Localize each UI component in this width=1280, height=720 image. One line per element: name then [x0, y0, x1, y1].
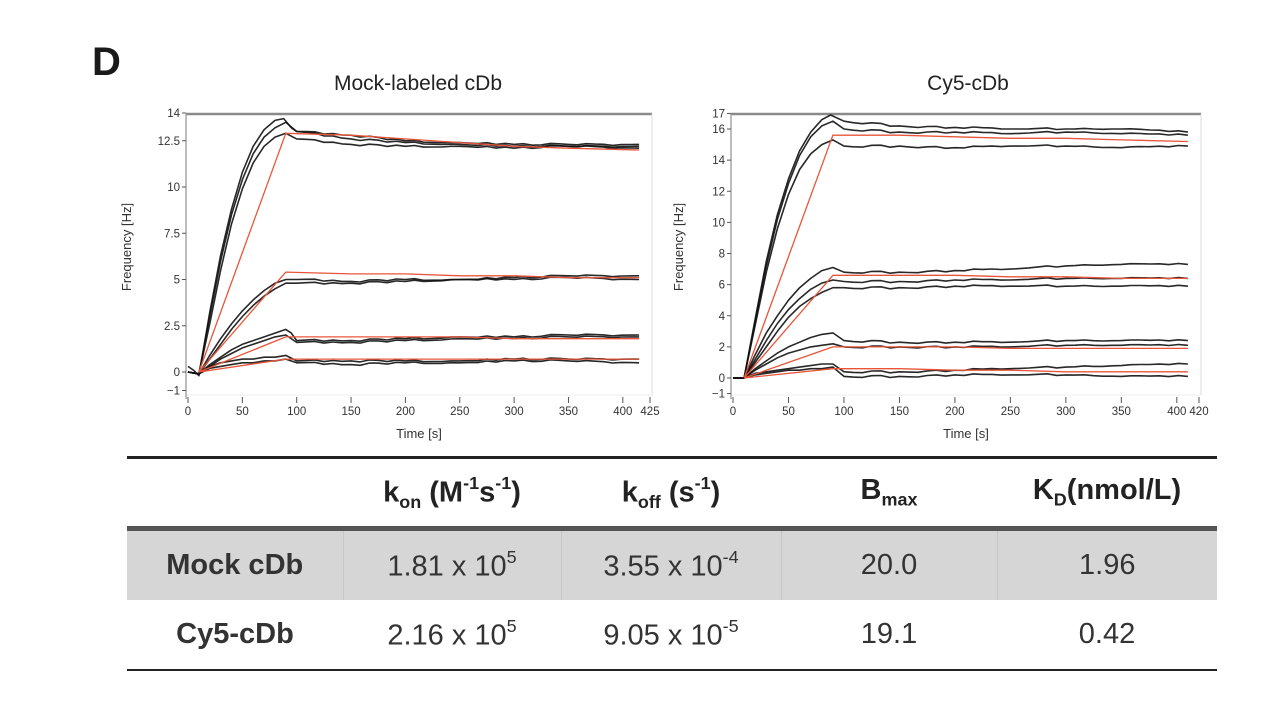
- y-tick-label: 17: [712, 108, 725, 120]
- measured-curve: [733, 276, 1188, 379]
- measured-curve: [187, 132, 640, 375]
- measured-curve: [733, 114, 1189, 379]
- fit-curve: [743, 346, 1188, 379]
- chart-title-mock: Mock-labeled cDb: [333, 72, 503, 95]
- y-tick-label: 14: [167, 108, 180, 120]
- kon-value: 2.16 x 105: [387, 616, 517, 652]
- y-tick-label: 0: [719, 373, 725, 385]
- measured-curve: [187, 274, 640, 375]
- measured-curve: [187, 334, 640, 375]
- x-tick-label: 400: [1167, 406, 1186, 418]
- y-tick-label: 10: [167, 182, 180, 194]
- fit-curve: [743, 134, 1188, 379]
- x-tick-label: 150: [341, 406, 360, 418]
- measured-curve: [733, 362, 1188, 379]
- measured-curve: [733, 332, 1188, 379]
- x-tick-label: 200: [396, 406, 415, 418]
- bmax-value: 20.0: [780, 528, 997, 600]
- fit-curve: [198, 358, 640, 373]
- kd-value: 1.96: [996, 528, 1217, 600]
- header-kd: KD(nmol/L): [997, 457, 1217, 531]
- header-kon: kon (M-1s-1): [343, 457, 561, 531]
- fit-curve: [744, 368, 1188, 379]
- x-tick-label: 420: [1189, 406, 1208, 418]
- fit-curve: [198, 336, 640, 373]
- x-tick-label: 50: [782, 406, 795, 418]
- kon-value: 1.81 x 105: [342, 528, 561, 600]
- x-tick-label: 350: [1112, 406, 1131, 418]
- measured-curve: [733, 262, 1188, 379]
- fit-curve: [743, 274, 1188, 379]
- koff-value: 9.05 x 10-5: [603, 616, 739, 652]
- header-bmax: Bmax: [781, 457, 997, 531]
- y-axis-title: Frequency [Hz]: [119, 203, 134, 291]
- measured-curve: [733, 366, 1188, 379]
- measured-curve: [733, 284, 1188, 379]
- table-row-cy5: Cy5-cDb 2.16 x 105 9.05 x 10-5 19.1 0.42: [127, 600, 1217, 670]
- fit-curve: [198, 132, 640, 373]
- y-tick-label: 8: [719, 249, 725, 261]
- measured-curve: [187, 354, 640, 375]
- x-tick-label: 300: [505, 406, 524, 418]
- measured-curve: [187, 328, 640, 375]
- measured-curve: [187, 358, 640, 375]
- x-tick-label: 100: [834, 406, 853, 418]
- y-axis-title: Frequency [Hz]: [671, 203, 686, 291]
- chart-1: −1 0 2 4 6 8 10 12 14 16 17 0 50 100 150 200 250 300 350 40…: [671, 108, 1209, 441]
- y-tick-label: 12.5: [158, 136, 180, 148]
- kd-value: 0.42: [1078, 618, 1136, 650]
- x-tick-label: 425: [640, 406, 659, 418]
- y-tick-label: 5: [174, 275, 180, 287]
- fit-curve: [198, 271, 640, 373]
- row-label: Cy5-cDb: [176, 618, 294, 650]
- header-koff: koff (s-1): [561, 457, 781, 531]
- measured-curve: [187, 117, 640, 377]
- y-tick-label: 0: [174, 367, 180, 379]
- y-tick-label: −1: [167, 386, 180, 398]
- y-tick-label: 2.5: [164, 321, 180, 333]
- koff-value: 3.55 x 10-4: [560, 528, 781, 600]
- y-tick-label: 2: [719, 342, 725, 354]
- x-tick-label: 150: [890, 406, 909, 418]
- kinetics-table: kon (M-1s-1) koff (s-1) Bmax KD(nmol/L) …: [127, 456, 1217, 671]
- panel-label: D: [92, 40, 121, 84]
- header-empty: [127, 457, 343, 531]
- y-tick-label: 7.5: [164, 228, 180, 240]
- y-tick-label: 10: [712, 217, 725, 229]
- y-tick-label: 4: [719, 311, 726, 323]
- chart-0: −1 0 2.5 5 7.5 10 12.5 14 0 50 100 150 200 250 300 350 4…: [119, 108, 660, 441]
- x-tick-label: 100: [287, 406, 306, 418]
- x-tick-label: 50: [236, 406, 249, 418]
- x-axis-title: Time [s]: [943, 426, 989, 441]
- table-header-row: kon (M-1s-1) koff (s-1) Bmax KD(nmol/L): [127, 457, 1217, 531]
- x-tick-label: 250: [1001, 406, 1020, 418]
- x-tick-label: 200: [945, 406, 964, 418]
- table-row-mock: Mock cDb 1.81 x 105 3.55 x 10-4 20.0 1.9…: [127, 528, 1217, 600]
- chart-title-cy5: Cy5-cDb: [927, 72, 1009, 95]
- row-label: Mock cDb: [127, 528, 343, 600]
- measured-curve: [733, 120, 1188, 379]
- y-tick-label: 14: [712, 155, 725, 167]
- x-axis-title: Time [s]: [396, 426, 442, 441]
- x-tick-label: 250: [450, 406, 469, 418]
- y-tick-label: 6: [719, 280, 725, 292]
- x-tick-label: 300: [1056, 406, 1075, 418]
- y-tick-label: 12: [712, 186, 725, 198]
- measured-curve: [733, 139, 1188, 379]
- y-tick-label: 16: [712, 124, 725, 136]
- y-tick-label: −1: [712, 389, 725, 401]
- bmax-value: 19.1: [860, 618, 918, 650]
- x-tick-label: 350: [559, 406, 578, 418]
- x-tick-label: 0: [185, 406, 191, 418]
- x-tick-label: 400: [613, 406, 632, 418]
- x-tick-label: 0: [730, 406, 736, 418]
